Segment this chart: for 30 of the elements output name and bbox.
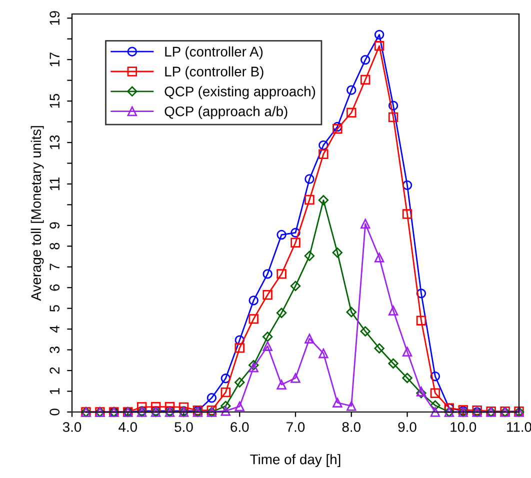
x-axis-title: Time of day [h] — [250, 454, 340, 468]
y-tick-label: 1 — [50, 388, 60, 394]
legend-label: QCP (approach a/b) — [164, 106, 288, 120]
y-tick-label: 15 — [50, 94, 60, 108]
y-tick-label: 2 — [50, 367, 60, 374]
x-tick-label: 10.0 — [450, 422, 476, 432]
x-tick-label: 5.0 — [174, 422, 193, 432]
x-tick-label: 4.0 — [118, 422, 137, 432]
x-tick-label: 6.0 — [230, 422, 249, 432]
y-tick-label: 19 — [50, 11, 60, 25]
y-tick-label: 3 — [50, 346, 60, 354]
y-tick-label: 11 — [50, 177, 60, 190]
legend-label: QCP (existing approach) — [164, 86, 316, 100]
legend-label: LP (controller A) — [165, 46, 263, 60]
y-tick-label: 4 — [50, 326, 60, 333]
y-axis-title: Average toll [Monetary units] — [30, 126, 44, 301]
x-tick-label: 11.0 — [507, 422, 531, 432]
legend-label: LP (controller B) — [165, 66, 264, 80]
y-tick-label: 8 — [50, 242, 60, 250]
y-tick-label: 6 — [50, 284, 60, 291]
y-tick-label: 5 — [50, 305, 60, 312]
x-tick-label: 3.0 — [62, 422, 82, 432]
y-tick-label: 0 — [50, 408, 60, 416]
x-tick-label: 8.0 — [342, 422, 360, 432]
x-tick-label: 7.0 — [286, 422, 305, 432]
y-tick-label: 13 — [50, 135, 60, 150]
y-tick-label: 9 — [50, 222, 60, 229]
y-tick-label: 7 — [50, 264, 60, 270]
y-tick-label: 17 — [50, 52, 60, 66]
x-tick-label: 9.0 — [398, 422, 416, 432]
